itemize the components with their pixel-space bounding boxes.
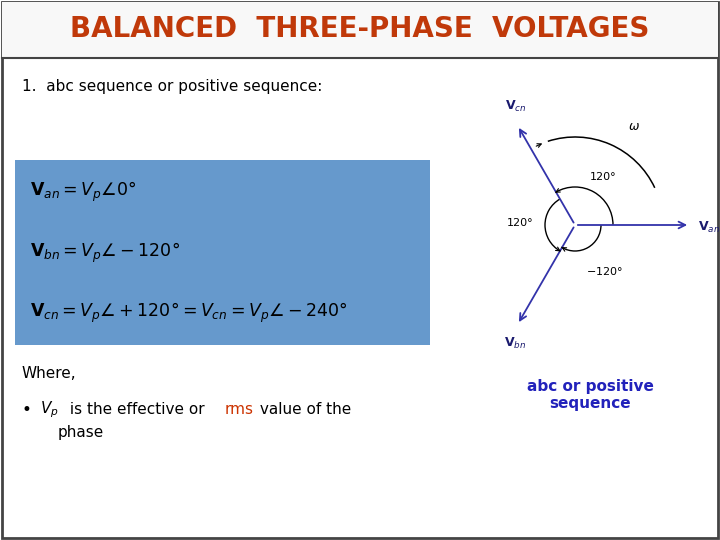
Text: BALANCED  THREE-PHASE  VOLTAGES: BALANCED THREE-PHASE VOLTAGES [71,15,649,43]
Text: $-120°$: $-120°$ [587,265,624,277]
Text: 120°: 120° [590,172,616,181]
Text: is the effective or: is the effective or [65,402,210,417]
Text: 1.  abc sequence or positive sequence:: 1. abc sequence or positive sequence: [22,78,323,93]
Bar [2,2,718,58]
Text: $\mathbf{V}_{bn}$: $\mathbf{V}_{bn}$ [504,335,526,350]
Bar [15,160,430,345]
Text: $\omega$: $\omega$ [628,120,640,133]
Text: $\mathbf{V}_{an}$: $\mathbf{V}_{an}$ [698,219,720,234]
Text: $V_p$: $V_p$ [40,400,59,420]
Text: $\mathbf{V}_{an} = V_p\angle 0°$: $\mathbf{V}_{an} = V_p\angle 0°$ [30,180,136,204]
Text: $\mathbf{V}_{bn} = V_p\angle -120°$: $\mathbf{V}_{bn} = V_p\angle -120°$ [30,240,180,265]
Text: rms: rms [225,402,254,417]
Text: $\mathbf{V}_{cn}$: $\mathbf{V}_{cn}$ [505,99,526,114]
Text: abc or positive
sequence: abc or positive sequence [526,379,654,411]
Text: Where,: Where, [22,366,76,381]
Text: $\mathbf{V}_{cn} = V_p\angle +120° = V_{cn} = V_p\angle -240°$: $\mathbf{V}_{cn} = V_p\angle +120° = V_{… [30,301,347,325]
Text: phase: phase [58,426,104,441]
Text: value of the: value of the [255,402,351,417]
Text: •: • [22,401,32,419]
Text: 120°: 120° [507,218,534,228]
